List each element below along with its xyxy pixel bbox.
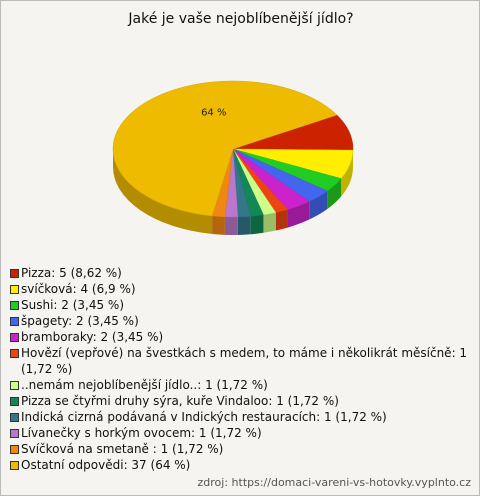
legend-label: Svíčková na smetaně : 1 (1,72 %): [21, 442, 224, 456]
chart-title: Jaké je vaše nejoblíbenější jídlo?: [127, 11, 353, 27]
slice: [112, 80, 338, 217]
slice-side: [275, 209, 288, 231]
legend-label: Pizza: 5 (8,62 %): [21, 266, 122, 280]
legend-label: Indická cizrná podávaná v Indických rest…: [21, 410, 387, 424]
legend-label: Hovězí (vepřové) na švestkách s medem, t…: [21, 346, 468, 376]
legend-label: bramboraky: 2 (3,45 %): [21, 330, 164, 344]
slice-side: [113, 149, 213, 234]
legend-label: špagety: 2 (3,45 %): [21, 314, 139, 328]
legend-swatch: [10, 269, 19, 278]
legend-item: Ostatní odpovědi: 37 (64 %): [9, 457, 471, 473]
legend-swatch: [10, 349, 19, 358]
legend-label: svíčková: 4 (6,9 %): [21, 282, 136, 296]
slice-side: [341, 150, 353, 197]
pie-area: Jaké je vaše nejoblíbenější jídlo? 64 %: [112, 11, 354, 235]
legend: Pizza: 5 (8,62 %) svíčková: 4 (6,9 %) Sush…: [9, 265, 471, 473]
legend-item: Hovězí (vepřové) na švestkách s medem, t…: [9, 345, 471, 377]
slice-side: [212, 215, 225, 235]
legend-swatch: [10, 413, 19, 422]
legend-label: Lívanečky s horkým ovocem: 1 (1,72 %): [21, 426, 262, 440]
legend-swatch: [10, 381, 19, 390]
legend-item: Indická cizrná podávaná v Indických rest…: [9, 409, 471, 425]
slice-side: [309, 191, 328, 220]
data-label: 64 %: [201, 108, 226, 119]
legend-item: Lívanečky s horkým ovocem: 1 (1,72 %): [9, 425, 471, 441]
legend-swatch: [10, 461, 19, 470]
legend-swatch: [10, 445, 19, 454]
legend-item: špagety: 2 (3,45 %): [9, 313, 471, 329]
legend-swatch: [10, 285, 19, 294]
legend-item: Sushi: 2 (3,45 %): [9, 297, 471, 313]
legend-label: Pizza se čtyřmi druhy sýra, kuře Vindalo…: [21, 394, 339, 408]
legend-item: svíčková: 4 (6,9 %): [9, 281, 471, 297]
legend-swatch: [10, 397, 19, 406]
legend-swatch: [10, 429, 19, 438]
legend-label: ..nemám nejoblíbenější jídlo..: 1 (1,72 …: [21, 378, 268, 392]
legend-item: Pizza: 5 (8,62 %): [9, 265, 471, 281]
slice-side: [224, 216, 238, 235]
slice-side: [327, 178, 342, 210]
legend-label: Sushi: 2 (3,45 %): [21, 298, 125, 312]
source: zdroj: https://domaci-vareni-vs-hotovky.…: [197, 476, 471, 489]
legend-swatch: [10, 301, 19, 310]
legend-item: Pizza se čtyřmi druhy sýra, kuře Vindalo…: [9, 393, 471, 409]
legend-item: ..nemám nejoblíbenější jídlo..: 1 (1,72 …: [9, 377, 471, 393]
slice-side: [263, 212, 276, 233]
legend-item: Svíčková na smetaně : 1 (1,72 %): [9, 441, 471, 457]
legend-item: bramboraky: 2 (3,45 %): [9, 329, 471, 345]
legend-label: Ostatní odpovědi: 37 (64 %): [21, 458, 191, 472]
legend-swatch: [10, 333, 19, 342]
slice-side: [237, 216, 251, 235]
legend-swatch: [10, 317, 19, 326]
slice-side: [250, 214, 264, 235]
